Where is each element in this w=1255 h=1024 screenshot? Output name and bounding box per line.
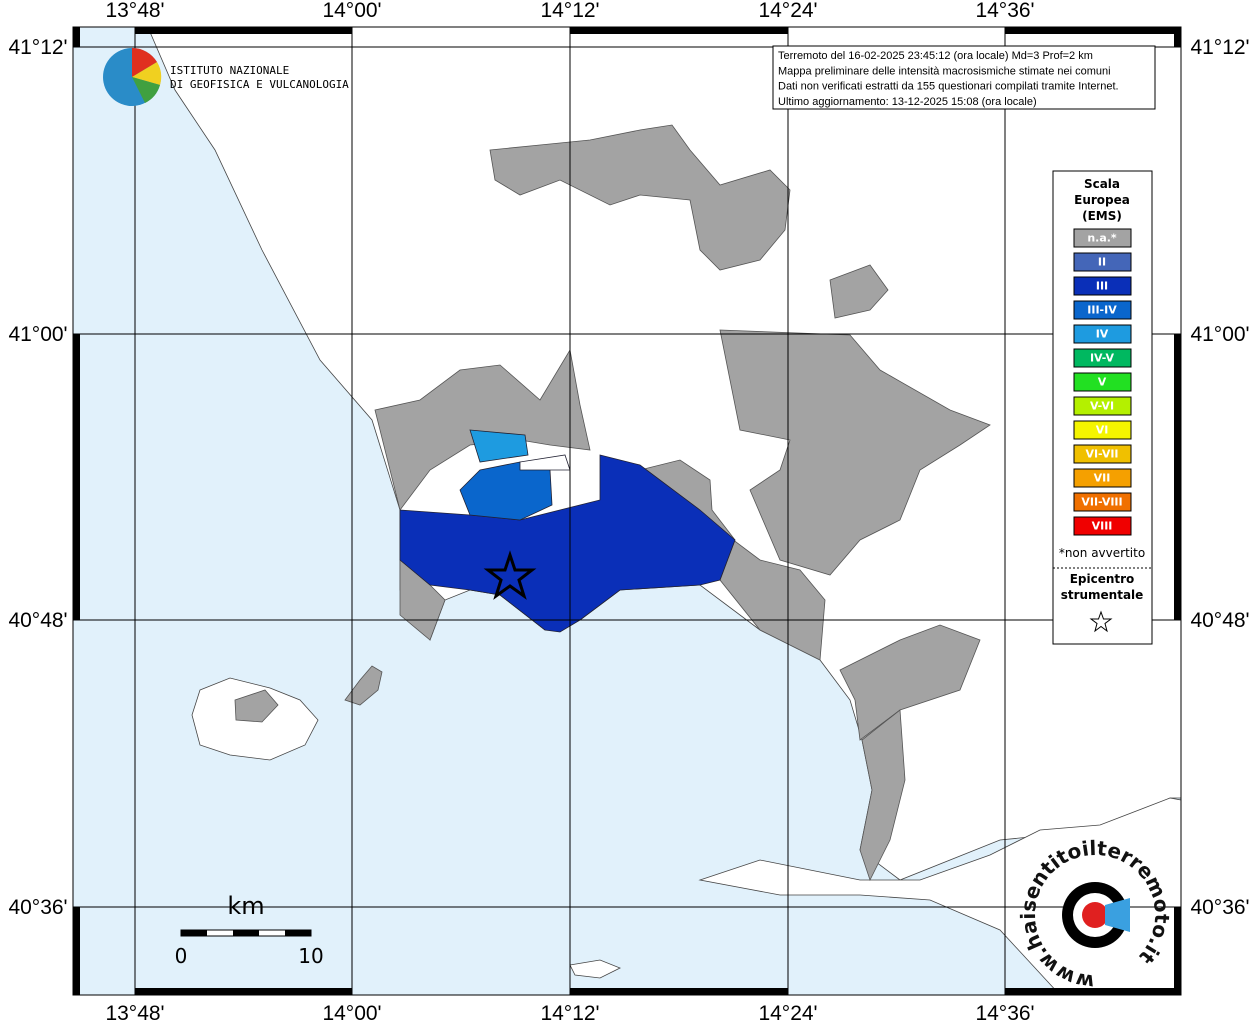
frame-segment bbox=[73, 27, 80, 47]
graticule: 13°48' 13°48' 14°00' 14°00' 14°12' 14°12' 14°2… bbox=[8, 0, 1249, 1024]
scale-bar bbox=[233, 930, 259, 936]
lat-label: 40°36' bbox=[1190, 896, 1249, 919]
municipality bbox=[234, 689, 279, 723]
info-line: Ultimo aggiornamento: 13-12-2025 15:08 (… bbox=[778, 96, 1037, 108]
municipality bbox=[374, 348, 591, 511]
island bbox=[569, 959, 621, 979]
municipality bbox=[829, 264, 889, 319]
frame-segment bbox=[1174, 907, 1181, 995]
lat-label: 41°12' bbox=[8, 36, 67, 59]
legend-label: VIII bbox=[1092, 520, 1113, 533]
lat-label: 41°12' bbox=[1190, 36, 1249, 59]
legend-swatch bbox=[1073, 300, 1132, 320]
frame-segment bbox=[1005, 27, 1181, 34]
info-line: Terremoto del 16-02-2025 23:45:12 (ora l… bbox=[778, 50, 1093, 62]
lon-label: 14°24' bbox=[758, 0, 817, 22]
info-line: Dati non verificati estratti da 155 ques… bbox=[778, 81, 1119, 93]
scale-label: 0 bbox=[175, 944, 188, 968]
lon-label: 14°12' bbox=[540, 1002, 599, 1024]
info-box bbox=[772, 45, 1156, 110]
intensity-area bbox=[469, 429, 529, 463]
intensity-area bbox=[459, 461, 553, 521]
logo-segment bbox=[132, 62, 162, 85]
lon-label: 14°00' bbox=[322, 0, 381, 22]
logo-text: ISTITUTO NAZIONALE bbox=[170, 64, 289, 77]
land bbox=[698, 797, 1182, 996]
frame-segment bbox=[1174, 334, 1181, 620]
frame-segment bbox=[570, 988, 788, 995]
legend-swatch bbox=[1073, 228, 1132, 248]
frame-segment bbox=[1005, 988, 1181, 995]
legend-label: VII-VIII bbox=[1081, 496, 1122, 509]
legend-swatch bbox=[1073, 492, 1132, 512]
legend-label: II bbox=[1098, 256, 1106, 269]
scale-label: 10 bbox=[298, 944, 323, 968]
legend-label: IV bbox=[1096, 328, 1109, 341]
legend-label: VII bbox=[1094, 472, 1111, 485]
legend-label: IV-V bbox=[1090, 352, 1115, 365]
logo-text: DI GEOFISICA E VULCANOLOGIA bbox=[170, 78, 349, 91]
lat-label: 41°00' bbox=[1190, 323, 1249, 346]
legend-title: Scala bbox=[1084, 177, 1120, 191]
watermark-icon bbox=[1082, 902, 1108, 928]
intensity-area bbox=[399, 454, 736, 633]
legend-star bbox=[1089, 610, 1113, 633]
legend-title: (EMS) bbox=[1082, 209, 1122, 223]
epicenter-star bbox=[483, 550, 537, 600]
municipality bbox=[859, 709, 906, 882]
legend-label: III-IV bbox=[1087, 304, 1117, 317]
legend-swatch bbox=[1073, 516, 1132, 536]
lon-label: 14°00' bbox=[322, 1002, 381, 1024]
legend-label: V-VI bbox=[1090, 400, 1114, 413]
municipality bbox=[639, 459, 826, 661]
legend-epicenter: strumentale bbox=[1061, 588, 1144, 602]
municipality bbox=[839, 624, 981, 741]
legend-swatch bbox=[1073, 348, 1132, 368]
scale-bar bbox=[285, 930, 311, 936]
legend-swatch bbox=[1073, 444, 1132, 464]
legend-label: VI bbox=[1096, 424, 1109, 437]
legend-swatch bbox=[1073, 252, 1132, 272]
scale-bar bbox=[181, 930, 207, 936]
legend-title: Europea bbox=[1074, 193, 1130, 207]
legend-swatch bbox=[1073, 324, 1132, 344]
lon-label: 14°12' bbox=[540, 0, 599, 22]
lat-label: 41°00' bbox=[8, 323, 67, 346]
legend-label: III bbox=[1096, 280, 1108, 293]
legend-swatch bbox=[1073, 372, 1132, 392]
frame-segment bbox=[73, 334, 80, 620]
lon-label: 14°36' bbox=[975, 1002, 1034, 1024]
frame-segment bbox=[135, 988, 352, 995]
legend-label: n.a.* bbox=[1087, 232, 1117, 245]
municipality bbox=[489, 124, 791, 271]
frame-segment bbox=[570, 27, 788, 34]
info-line: Mappa preliminare delle intensità macros… bbox=[778, 65, 1111, 77]
municipality bbox=[344, 665, 383, 706]
frame-segment bbox=[73, 907, 80, 995]
lat-label: 40°48' bbox=[8, 609, 67, 632]
frame-segment bbox=[1174, 27, 1181, 47]
frame bbox=[72, 26, 1182, 996]
legend-label: V bbox=[1098, 376, 1107, 389]
watermark-icon bbox=[1105, 898, 1130, 932]
logo-segment bbox=[132, 47, 157, 77]
legend-note: *non avvertito bbox=[1059, 546, 1145, 560]
lat-label: 40°48' bbox=[1190, 609, 1249, 632]
lon-label: 13°48' bbox=[105, 1002, 164, 1024]
logo-segment bbox=[132, 77, 160, 103]
frame-segment bbox=[135, 27, 352, 34]
legend-swatch bbox=[1073, 276, 1132, 296]
lon-label: 14°24' bbox=[758, 1002, 817, 1024]
lon-label: 14°36' bbox=[975, 0, 1034, 22]
lat-label: 40°36' bbox=[8, 896, 67, 919]
legend-swatch bbox=[1073, 468, 1132, 488]
legend-swatch bbox=[1073, 396, 1132, 416]
legend-epicenter: Epicentro bbox=[1070, 572, 1135, 586]
legend-swatch bbox=[1073, 420, 1132, 440]
logo: ISTITUTO NAZIONALE DI GEOFISICA E VULCAN… bbox=[103, 47, 349, 106]
legend-label: VI-VII bbox=[1085, 448, 1118, 461]
lon-label: 13°48' bbox=[105, 0, 164, 22]
scale-unit: km bbox=[227, 892, 264, 920]
